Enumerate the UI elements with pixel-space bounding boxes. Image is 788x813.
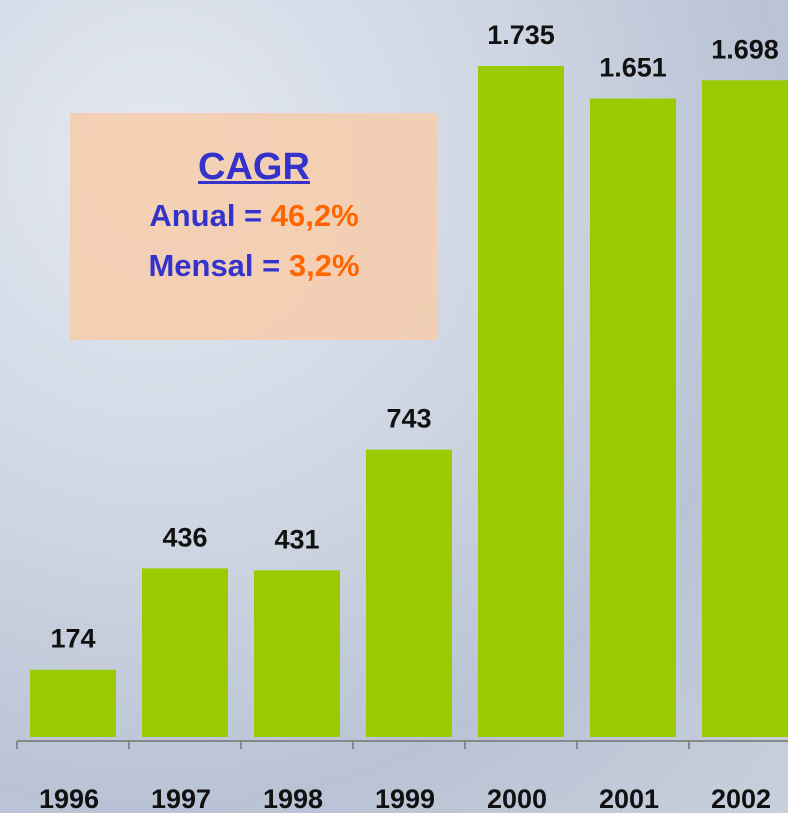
- value-label: 1.651: [599, 52, 667, 82]
- value-label: 743: [386, 404, 431, 434]
- bar: [590, 98, 676, 737]
- cagr-label: Mensal =: [148, 248, 280, 283]
- value-label: 1.698: [711, 34, 779, 64]
- x-tick-label: 1998: [263, 784, 323, 813]
- x-tick-label: 2002: [711, 784, 771, 813]
- bar: [478, 66, 564, 737]
- cagr-line: Mensal = 3,2%: [70, 241, 438, 291]
- value-label: 431: [274, 524, 319, 554]
- bar: [366, 450, 452, 737]
- x-tick-label: 1996: [39, 784, 99, 813]
- x-tick-label: 2001: [599, 784, 659, 813]
- x-tick-label: 2000: [487, 784, 547, 813]
- cagr-title: CAGR: [70, 143, 438, 191]
- value-label: 1.735: [487, 20, 555, 50]
- cagr-label: Anual =: [149, 198, 262, 233]
- value-label: 174: [50, 624, 95, 654]
- bar: [254, 570, 340, 737]
- x-tick-label: 1997: [151, 784, 211, 813]
- page: 174 1996 436 1997 431 1998 743 1999 1.735 2000 1.6…: [0, 0, 788, 813]
- cagr-line: Anual = 46,2%: [70, 191, 438, 241]
- bar: [30, 670, 116, 737]
- x-tick-label: 1999: [375, 784, 435, 813]
- cagr-value: 46,2%: [271, 198, 359, 233]
- value-label: 436: [162, 522, 207, 552]
- cagr-box: CAGR Anual = 46,2% Mensal = 3,2%: [70, 113, 438, 340]
- cagr-value: 3,2%: [289, 248, 360, 283]
- bar: [142, 568, 228, 737]
- bar: [702, 80, 788, 737]
